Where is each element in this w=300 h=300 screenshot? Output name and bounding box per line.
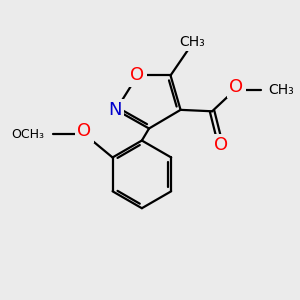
Text: O: O [214,136,228,154]
Text: OCH₃: OCH₃ [11,128,44,141]
Text: O: O [230,78,244,96]
Text: O: O [130,66,145,84]
Text: N: N [108,101,122,119]
Text: O: O [77,122,92,140]
Text: CH₃: CH₃ [268,83,294,97]
Text: CH₃: CH₃ [179,35,205,49]
